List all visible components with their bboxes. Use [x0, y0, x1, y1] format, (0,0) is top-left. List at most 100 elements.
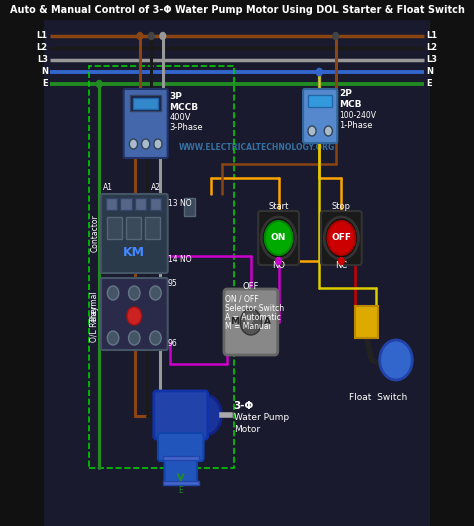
Bar: [106, 198, 117, 210]
Bar: [126, 217, 141, 239]
Text: M: M: [230, 318, 239, 327]
FancyBboxPatch shape: [303, 89, 337, 143]
Text: 13 NO: 13 NO: [168, 199, 191, 208]
FancyBboxPatch shape: [124, 89, 168, 158]
Text: Contactor: Contactor: [90, 215, 99, 252]
Circle shape: [128, 331, 140, 345]
FancyBboxPatch shape: [164, 457, 197, 485]
Circle shape: [128, 286, 140, 300]
FancyBboxPatch shape: [224, 289, 278, 355]
Text: ON / OFF: ON / OFF: [225, 295, 258, 304]
Text: L3: L3: [37, 56, 48, 65]
Circle shape: [338, 258, 344, 265]
Text: O/L Relay: O/L Relay: [90, 306, 99, 342]
FancyBboxPatch shape: [154, 391, 208, 439]
Circle shape: [160, 33, 165, 39]
Bar: [89, 66, 234, 468]
Circle shape: [148, 33, 154, 39]
Text: Selector Switch: Selector Switch: [225, 304, 284, 313]
Circle shape: [262, 217, 296, 259]
Text: Motor: Motor: [234, 426, 260, 434]
Bar: [145, 217, 160, 239]
Circle shape: [154, 139, 162, 149]
Circle shape: [276, 258, 282, 265]
Bar: [150, 198, 161, 210]
Text: A2: A2: [151, 183, 161, 192]
FancyBboxPatch shape: [321, 211, 362, 265]
Text: A: A: [264, 318, 271, 327]
Text: A = Automatic: A = Automatic: [225, 313, 281, 322]
Text: Start: Start: [268, 202, 289, 211]
Circle shape: [380, 340, 412, 380]
Text: Float  Switch: Float Switch: [349, 393, 407, 402]
Circle shape: [127, 307, 142, 325]
Text: M = Manual: M = Manual: [225, 322, 271, 331]
Circle shape: [107, 286, 119, 300]
Circle shape: [328, 221, 355, 255]
Circle shape: [189, 395, 221, 435]
Text: NC: NC: [335, 261, 347, 270]
Text: OFF: OFF: [331, 234, 351, 242]
Text: 95: 95: [168, 279, 177, 288]
FancyBboxPatch shape: [101, 278, 168, 350]
Text: L2: L2: [426, 44, 438, 53]
Bar: [163, 456, 199, 460]
Text: L3: L3: [426, 56, 437, 65]
Text: MCB: MCB: [339, 100, 361, 109]
FancyBboxPatch shape: [101, 194, 168, 273]
Circle shape: [264, 221, 292, 255]
FancyBboxPatch shape: [258, 211, 299, 265]
Text: 96: 96: [168, 339, 177, 349]
Bar: [134, 98, 158, 109]
Circle shape: [107, 331, 119, 345]
Bar: [107, 217, 122, 239]
Bar: [120, 198, 132, 210]
Bar: [130, 95, 161, 111]
Circle shape: [308, 126, 316, 136]
Text: Stop: Stop: [332, 202, 351, 211]
Bar: [308, 95, 332, 107]
Text: L1: L1: [426, 32, 438, 41]
Circle shape: [324, 126, 332, 136]
Text: 3P: 3P: [169, 92, 182, 101]
Text: WWW.ELECTRICALTECHNOLOGY.ORG: WWW.ELECTRICALTECHNOLOGY.ORG: [179, 144, 336, 153]
Text: 3-Phase: 3-Phase: [169, 123, 203, 132]
Circle shape: [240, 309, 262, 335]
Circle shape: [333, 33, 338, 39]
Text: N: N: [41, 67, 48, 76]
Bar: [355, 306, 378, 338]
Circle shape: [96, 80, 102, 87]
Bar: [44, 0, 430, 19]
Circle shape: [324, 217, 358, 259]
Text: KM: KM: [123, 247, 145, 259]
Text: L1: L1: [36, 32, 48, 41]
Text: A1: A1: [103, 183, 113, 192]
Circle shape: [244, 313, 254, 325]
Text: NO: NO: [272, 261, 285, 270]
Text: OFF: OFF: [243, 282, 259, 291]
Bar: [135, 198, 146, 210]
Circle shape: [129, 139, 137, 149]
Text: ON: ON: [271, 234, 286, 242]
Text: 2P: 2P: [339, 89, 352, 98]
Text: Auto & Manual Control of 3-Φ Water Pump Motor Using DOL Starter & Float Switch: Auto & Manual Control of 3-Φ Water Pump …: [9, 5, 465, 15]
Text: E: E: [42, 79, 48, 88]
Text: 100-240V: 100-240V: [339, 111, 376, 120]
Text: 14 NO: 14 NO: [168, 255, 191, 264]
Text: 3-Φ: 3-Φ: [234, 401, 254, 411]
Text: E: E: [178, 486, 183, 495]
Text: 1-Phase: 1-Phase: [339, 121, 373, 130]
Text: N: N: [426, 67, 433, 76]
Circle shape: [142, 139, 150, 149]
Circle shape: [150, 331, 161, 345]
Circle shape: [150, 286, 161, 300]
Circle shape: [317, 68, 322, 76]
Text: E: E: [426, 79, 432, 88]
Text: Water Pump: Water Pump: [234, 413, 289, 422]
Text: 400V: 400V: [169, 113, 191, 122]
Bar: [163, 481, 199, 485]
Bar: [184, 198, 195, 216]
FancyBboxPatch shape: [158, 433, 203, 461]
Text: MCCB: MCCB: [169, 103, 199, 112]
Circle shape: [317, 68, 322, 76]
